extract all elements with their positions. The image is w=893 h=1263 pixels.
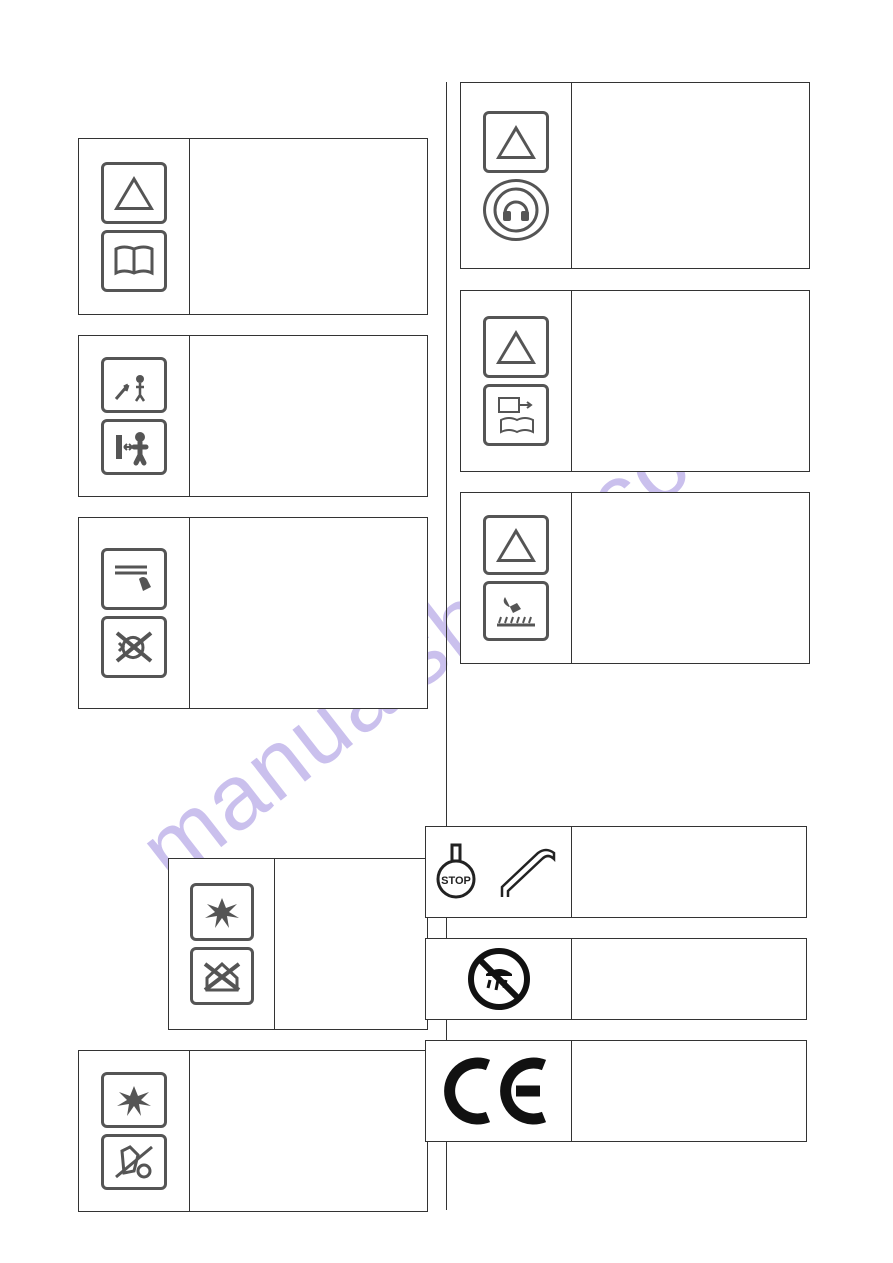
no-rain-icon [466,946,532,1012]
book-icon [101,230,167,292]
handle-icon [494,839,564,905]
info-box-no-rain [425,938,807,1020]
explosion-icon [190,883,254,941]
safety-box-blade [78,517,428,709]
thrown-object-icon [101,357,167,413]
safety-box-spark-plug: ! [460,290,810,472]
safety-box-ear-protection: ! [460,82,810,269]
safety-box-bystander [78,335,428,497]
warning-triangle-icon: ! [483,111,549,173]
spark-plug-manual-icon [483,384,549,446]
safety-box-read-manual: ! [78,138,428,315]
safety-box-indoor [168,858,428,1030]
person-distance-icon [101,419,167,475]
hand-blade-icon [101,548,167,610]
no-rotate-icon [101,616,167,678]
warning-triangle-icon: ! [483,515,549,575]
warning-triangle-icon: ! [483,316,549,378]
safety-box-hot-surface: ! [460,492,810,664]
info-box-stop-handle: STOP [425,826,807,918]
ear-protection-icon [483,179,549,241]
explosion-icon [101,1072,167,1128]
no-indoor-icon [190,947,254,1005]
ce-mark-icon [444,1055,554,1127]
info-box-ce-mark [425,1040,807,1142]
svg-text:STOP: STOP [441,875,471,887]
no-fuel-icon [101,1134,167,1190]
safety-box-fuel [78,1050,428,1212]
stop-icon: STOP [434,839,490,905]
warning-triangle-icon: ! [101,162,167,224]
hot-surface-icon [483,581,549,641]
